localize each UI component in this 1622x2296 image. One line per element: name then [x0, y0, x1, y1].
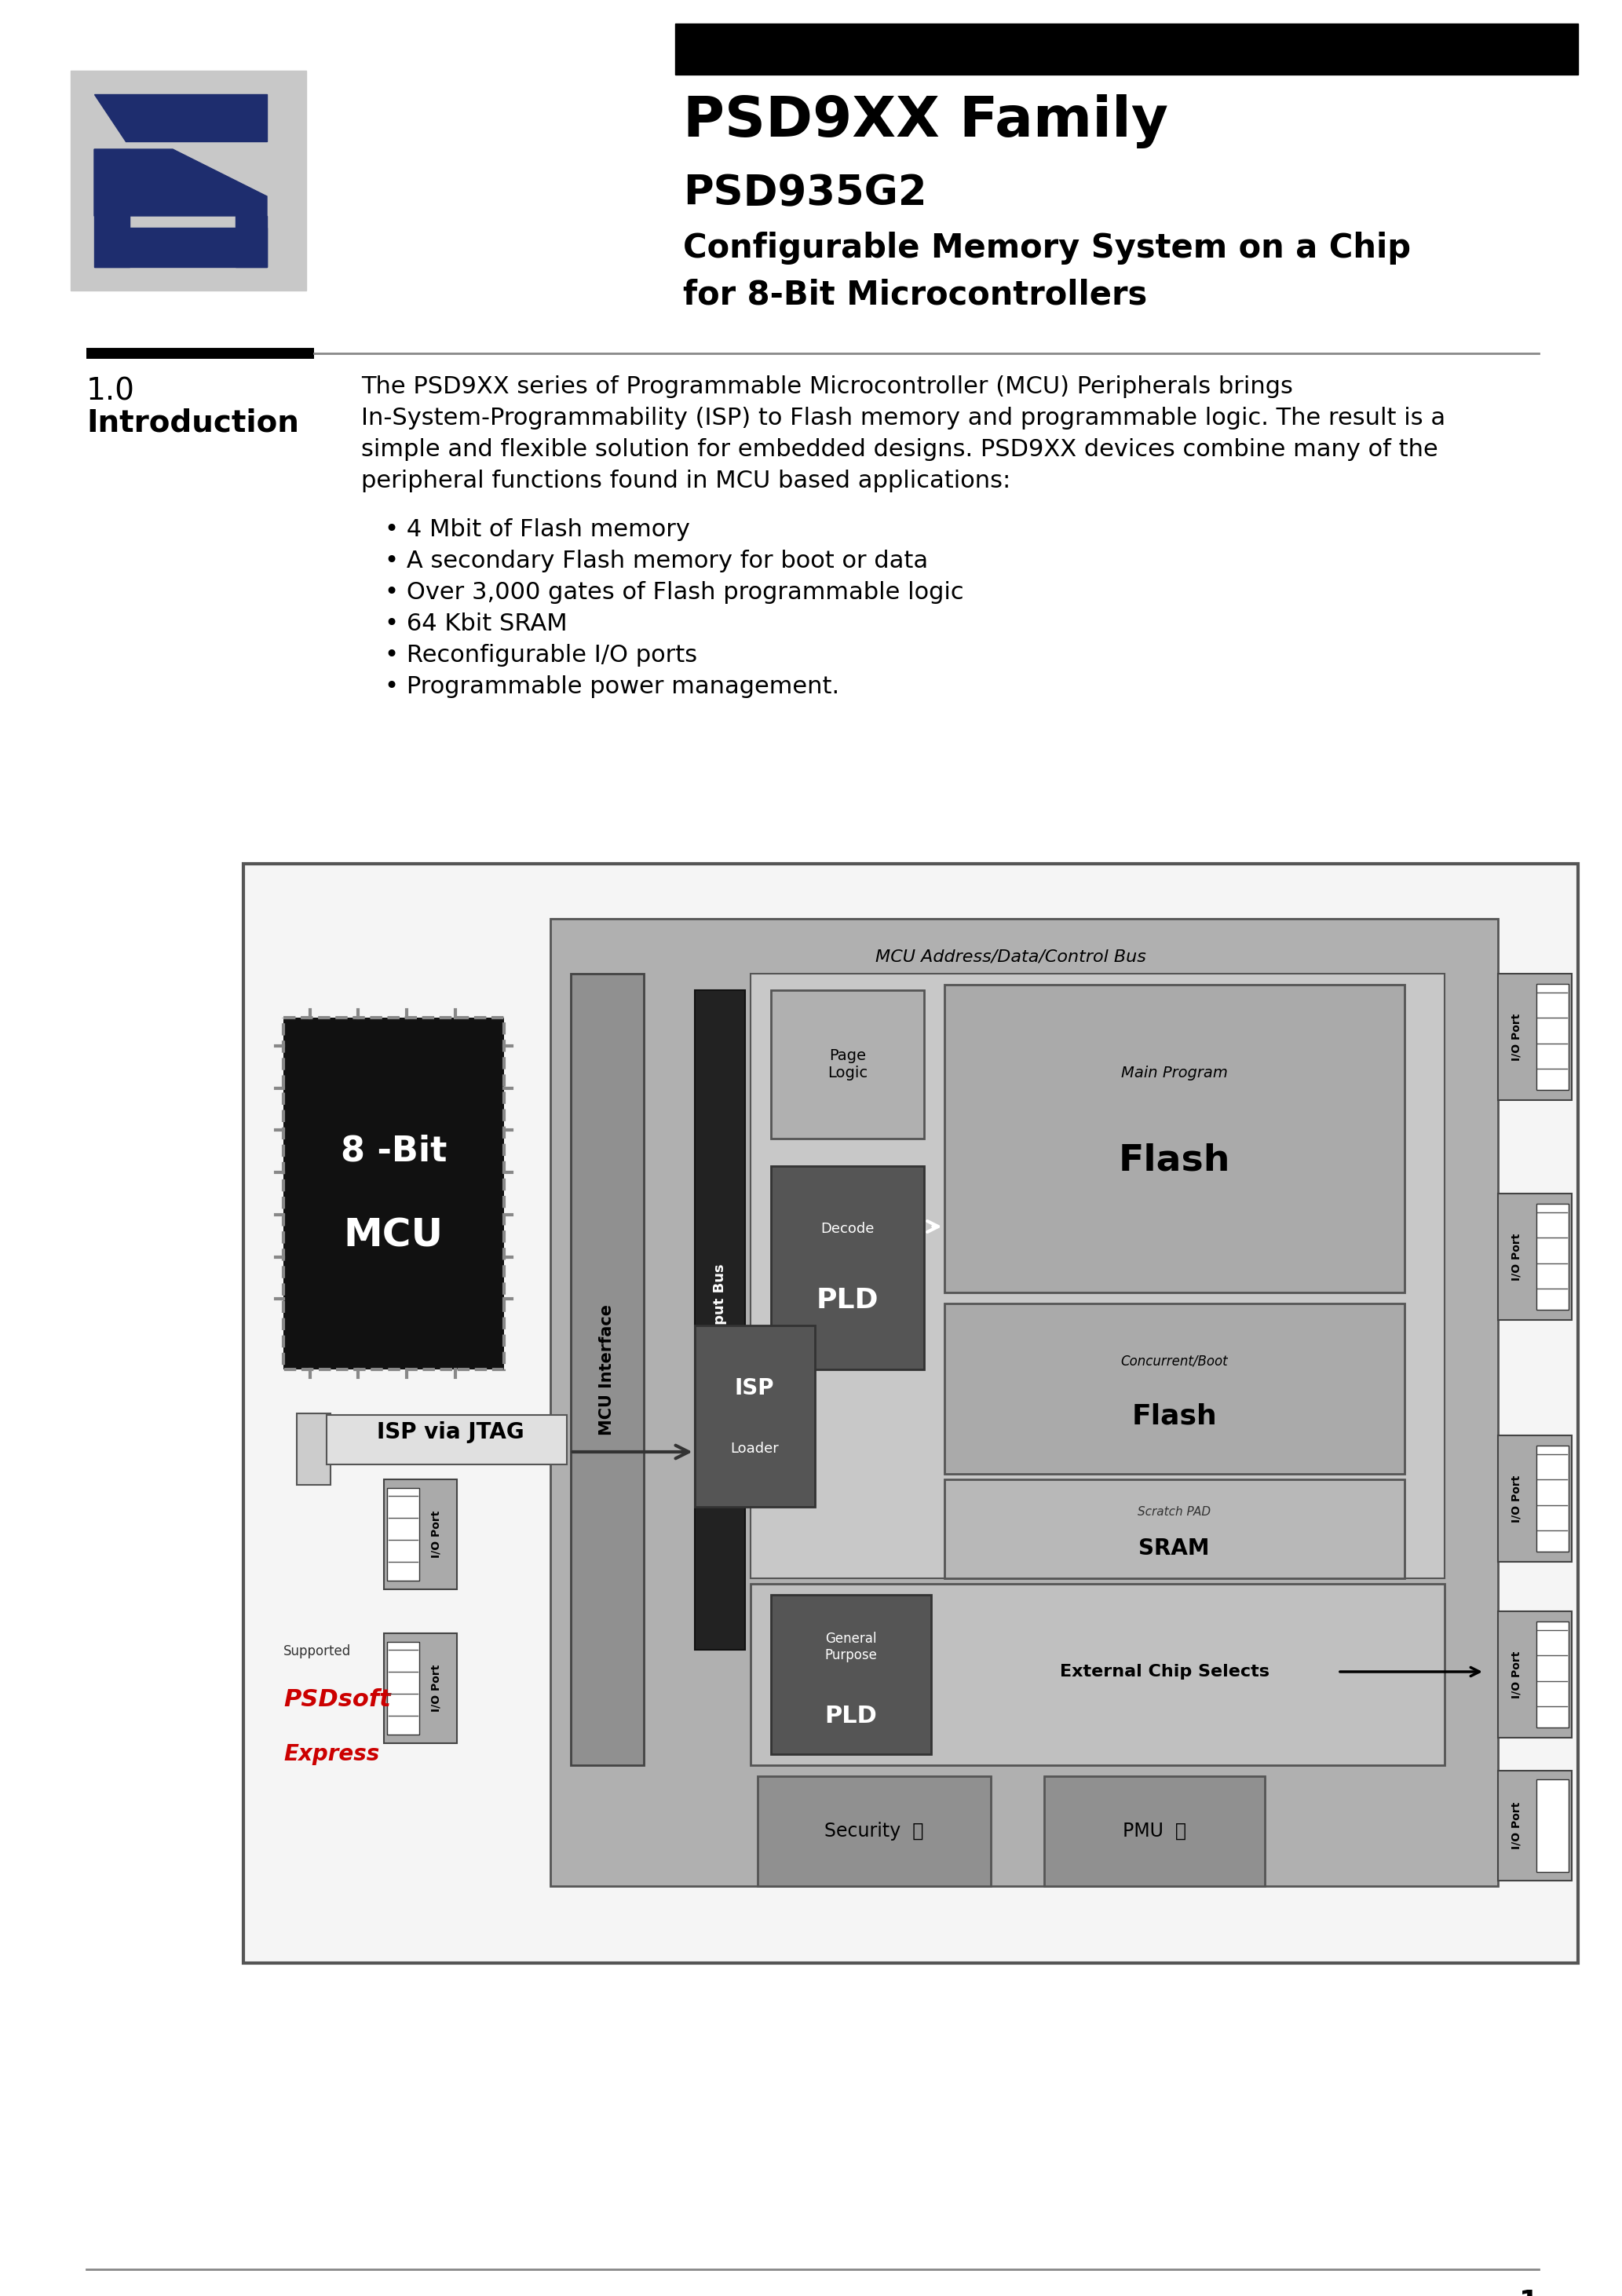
Text: I/O Port: I/O Port [1510, 1651, 1521, 1699]
Text: • 64 Kbit SRAM: • 64 Kbit SRAM [384, 613, 568, 636]
Text: The PSD9XX series of Programmable Microcontroller (MCU) Peripherals brings: The PSD9XX series of Programmable Microc… [362, 374, 1293, 397]
Bar [571, 974, 644, 1766]
Text: External Chip Selects: External Chip Selects [1059, 1665, 1268, 1681]
Bar [944, 985, 1405, 1293]
Text: Introduction: Introduction [86, 409, 298, 439]
Text: PSDsoft: PSDsoft [284, 1688, 391, 1711]
Bar [284, 1017, 504, 1368]
Bar [1045, 1777, 1265, 1885]
Text: Concurrent/Boot: Concurrent/Boot [1121, 1355, 1228, 1368]
Text: • Programmable power management.: • Programmable power management. [384, 675, 839, 698]
Text: Flash: Flash [1118, 1143, 1229, 1178]
Text: Loader: Loader [730, 1442, 779, 1456]
Polygon shape [235, 216, 268, 266]
Bar [1536, 1779, 1568, 1871]
Text: PLD: PLD [824, 1706, 878, 1727]
Text: I/O Port: I/O Port [1510, 1233, 1521, 1281]
Text: • A secondary Flash memory for boot or data: • A secondary Flash memory for boot or d… [384, 549, 928, 572]
Bar [1499, 1770, 1572, 1880]
Bar [944, 1304, 1405, 1474]
Bar [751, 974, 1445, 1577]
Bar [1499, 1194, 1572, 1320]
Text: MCU Address/Data/Control Bus: MCU Address/Data/Control Bus [876, 948, 1147, 964]
Bar [388, 1642, 420, 1733]
Bar [71, 71, 307, 292]
Bar [1499, 974, 1572, 1100]
Text: PSD9XX Family: PSD9XX Family [683, 94, 1168, 149]
Text: I/O Port: I/O Port [1510, 1013, 1521, 1061]
Text: Supported: Supported [284, 1644, 350, 1658]
Bar [770, 990, 925, 1139]
Text: 1: 1 [1520, 2289, 1539, 2296]
Bar [1499, 1435, 1572, 1561]
Bar [297, 1414, 331, 1486]
Bar [944, 1479, 1405, 1577]
Text: I/O Port: I/O Port [431, 1511, 441, 1559]
Text: • Over 3,000 gates of Flash programmable logic: • Over 3,000 gates of Flash programmable… [384, 581, 963, 604]
Text: PLD Input Bus: PLD Input Bus [712, 1265, 727, 1375]
Bar [383, 1632, 457, 1743]
Text: Security  🔒: Security 🔒 [824, 1821, 923, 1841]
Bar [675, 23, 1578, 73]
Polygon shape [94, 149, 130, 266]
Text: Express: Express [284, 1743, 380, 1766]
Bar [770, 1166, 925, 1368]
Bar [388, 1488, 420, 1580]
Text: • Reconfigurable I/O ports: • Reconfigurable I/O ports [384, 643, 697, 666]
Bar [1536, 1446, 1568, 1552]
Text: ISP: ISP [735, 1378, 774, 1401]
Text: for 8-Bit Microcontrollers: for 8-Bit Microcontrollers [683, 278, 1147, 312]
Text: • 4 Mbit of Flash memory: • 4 Mbit of Flash memory [384, 519, 689, 542]
Bar [694, 990, 744, 1651]
Text: General
Purpose: General Purpose [824, 1632, 878, 1662]
Text: MCU Interface: MCU Interface [599, 1304, 615, 1435]
Text: Configurable Memory System on a Chip: Configurable Memory System on a Chip [683, 232, 1411, 264]
Bar [694, 1325, 814, 1506]
Text: Main Program: Main Program [1121, 1065, 1228, 1079]
Text: ISP via JTAG: ISP via JTAG [376, 1421, 524, 1444]
Text: PLD: PLD [816, 1288, 879, 1313]
Text: I/O Port: I/O Port [1510, 1802, 1521, 1848]
Bar [751, 1584, 1445, 1766]
Text: 8 -Bit: 8 -Bit [341, 1134, 446, 1169]
Text: peripheral functions found in MCU based applications:: peripheral functions found in MCU based … [362, 471, 1011, 491]
Bar [1499, 1612, 1572, 1738]
Text: PSD935G2: PSD935G2 [683, 172, 926, 214]
Polygon shape [94, 227, 268, 266]
Text: Flash: Flash [1132, 1403, 1216, 1430]
Bar [243, 863, 1578, 1963]
Text: PMU  🗄: PMU 🗄 [1122, 1821, 1186, 1841]
Text: Decode: Decode [821, 1221, 874, 1235]
Bar [1536, 983, 1568, 1091]
Text: 1.0: 1.0 [86, 377, 135, 406]
Text: SRAM: SRAM [1139, 1538, 1210, 1559]
Bar [1536, 1203, 1568, 1309]
Text: Page
Logic: Page Logic [827, 1049, 868, 1081]
Bar [383, 1479, 457, 1589]
Text: Scratch PAD: Scratch PAD [1137, 1506, 1212, 1518]
Bar [326, 1414, 566, 1465]
Text: In-System-Programmability (ISP) to Flash memory and programmable logic. The resu: In-System-Programmability (ISP) to Flash… [362, 406, 1445, 429]
Text: I/O Port: I/O Port [1510, 1474, 1521, 1522]
Text: simple and flexible solution for embedded designs. PSD9XX devices combine many o: simple and flexible solution for embedde… [362, 439, 1439, 461]
Polygon shape [94, 149, 268, 216]
Bar [1536, 1621, 1568, 1727]
Text: I/O Port: I/O Port [431, 1665, 441, 1713]
Bar [770, 1596, 931, 1754]
Bar [550, 918, 1499, 1885]
Text: MCU: MCU [344, 1217, 443, 1254]
Bar [757, 1777, 991, 1885]
Polygon shape [94, 94, 268, 142]
